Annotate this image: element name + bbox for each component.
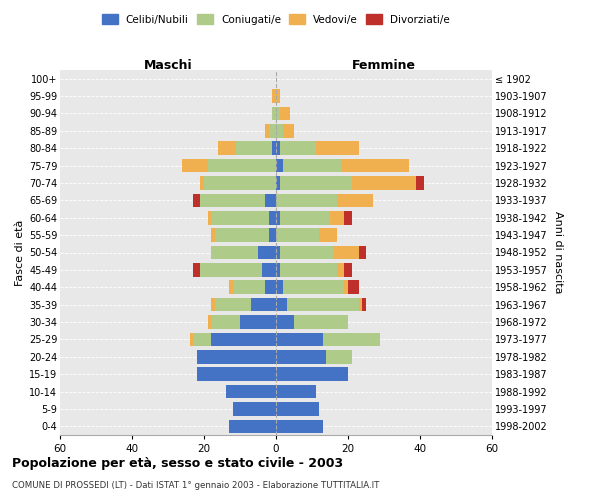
Y-axis label: Anni di nascita: Anni di nascita [553, 211, 563, 294]
Bar [200, 176, 204, 190]
Bar [276, 280, 283, 294]
Bar [193, 263, 200, 276]
Bar [294, 315, 348, 329]
Bar [240, 315, 276, 329]
Bar [272, 90, 276, 103]
Y-axis label: Fasce di età: Fasce di età [14, 220, 25, 286]
Bar [276, 402, 319, 415]
Bar [190, 332, 193, 346]
Bar [344, 280, 348, 294]
Bar [337, 263, 344, 276]
Bar [233, 280, 265, 294]
Bar [334, 246, 359, 260]
Bar [204, 176, 276, 190]
Bar [283, 280, 344, 294]
Bar [323, 332, 380, 346]
Bar [197, 350, 276, 364]
Bar [272, 142, 276, 155]
Bar [211, 228, 215, 242]
Bar [316, 142, 359, 155]
Bar [193, 194, 200, 207]
Bar [276, 246, 280, 260]
Bar [276, 263, 280, 276]
Bar [200, 194, 265, 207]
Bar [344, 263, 352, 276]
Bar [359, 246, 366, 260]
Bar [283, 124, 294, 138]
Bar [337, 194, 373, 207]
Bar [276, 315, 294, 329]
Bar [269, 228, 276, 242]
Bar [258, 246, 276, 260]
Bar [251, 298, 276, 312]
Bar [276, 385, 316, 398]
Bar [280, 106, 290, 120]
Bar [211, 246, 258, 260]
Bar [265, 194, 276, 207]
Text: Maschi: Maschi [143, 58, 193, 71]
Bar [276, 142, 280, 155]
Bar [269, 124, 276, 138]
Bar [287, 298, 359, 312]
Bar [330, 211, 344, 224]
Bar [265, 280, 276, 294]
Bar [276, 350, 326, 364]
Bar [215, 298, 251, 312]
Bar [319, 228, 337, 242]
Bar [233, 402, 276, 415]
Bar [276, 298, 287, 312]
Bar [276, 211, 280, 224]
Bar [211, 332, 276, 346]
Bar [416, 176, 424, 190]
Bar [276, 194, 337, 207]
Bar [218, 142, 236, 155]
Bar [226, 385, 276, 398]
Legend: Celibi/Nubili, Coniugati/e, Vedovi/e, Divorziati/e: Celibi/Nubili, Coniugati/e, Vedovi/e, Di… [98, 10, 454, 29]
Bar [208, 159, 276, 172]
Bar [283, 159, 341, 172]
Text: Popolazione per età, sesso e stato civile - 2003: Popolazione per età, sesso e stato civil… [12, 458, 343, 470]
Bar [276, 332, 323, 346]
Bar [229, 420, 276, 433]
Bar [200, 263, 262, 276]
Bar [348, 280, 359, 294]
Bar [344, 211, 352, 224]
Bar [362, 298, 366, 312]
Bar [280, 211, 330, 224]
Bar [276, 420, 323, 433]
Bar [276, 90, 280, 103]
Bar [269, 211, 276, 224]
Bar [193, 332, 211, 346]
Bar [276, 106, 280, 120]
Bar [211, 315, 240, 329]
Bar [326, 350, 352, 364]
Bar [197, 368, 276, 381]
Bar [280, 263, 337, 276]
Bar [236, 142, 272, 155]
Bar [272, 106, 276, 120]
Bar [211, 211, 269, 224]
Text: COMUNE DI PROSSEDI (LT) - Dati ISTAT 1° gennaio 2003 - Elaborazione TUTTITALIA.I: COMUNE DI PROSSEDI (LT) - Dati ISTAT 1° … [12, 481, 379, 490]
Bar [341, 159, 409, 172]
Bar [280, 246, 334, 260]
Bar [208, 315, 211, 329]
Bar [182, 159, 208, 172]
Bar [359, 298, 362, 312]
Bar [229, 280, 233, 294]
Bar [215, 228, 269, 242]
Text: Femmine: Femmine [352, 58, 416, 71]
Bar [276, 176, 280, 190]
Bar [211, 298, 215, 312]
Bar [280, 142, 316, 155]
Bar [276, 228, 319, 242]
Bar [276, 368, 348, 381]
Bar [352, 176, 416, 190]
Bar [208, 211, 211, 224]
Bar [276, 159, 283, 172]
Bar [262, 263, 276, 276]
Bar [265, 124, 269, 138]
Bar [276, 124, 283, 138]
Bar [280, 176, 352, 190]
